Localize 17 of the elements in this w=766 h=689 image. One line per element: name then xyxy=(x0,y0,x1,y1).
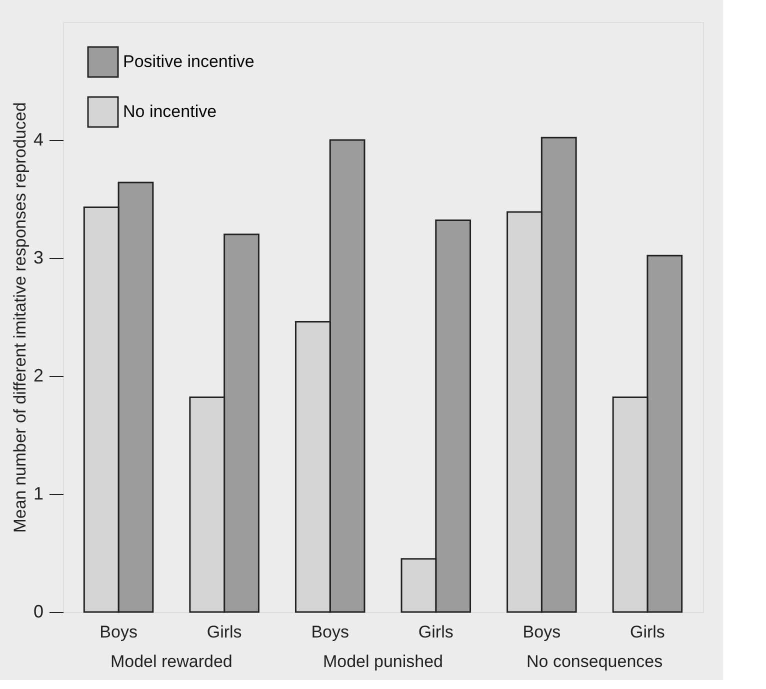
text: No consequences xyxy=(526,652,663,671)
y-tick-label: 0 xyxy=(33,602,44,622)
x-tick-label: Boys xyxy=(522,622,561,642)
y-tick-label: 2 xyxy=(33,366,44,386)
x-tick-label: Girls xyxy=(418,622,454,642)
x-tick-label: Girls xyxy=(206,622,242,642)
y-tick-label: 1 xyxy=(33,484,44,504)
text: Model punished xyxy=(322,652,444,671)
x-tick-label: Boys xyxy=(311,622,350,642)
legend-label: No incentive xyxy=(123,102,217,121)
y-tick-label: 4 xyxy=(33,130,44,150)
text: Model rewarded xyxy=(110,652,232,671)
x-tick-label: Girls xyxy=(630,622,665,642)
y-axis-title: Mean number of different imitative responses reproduced xyxy=(10,102,30,533)
y-tick-label: 3 xyxy=(33,248,44,268)
x-tick-label: Boys xyxy=(100,622,138,642)
legend-label: Positive incentive xyxy=(123,52,254,71)
